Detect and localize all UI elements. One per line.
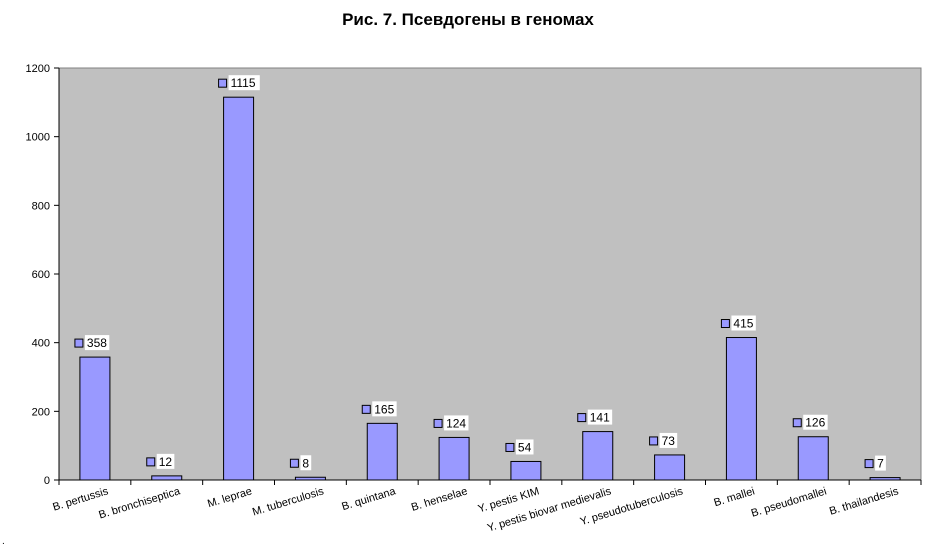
data-label-key — [361, 404, 371, 414]
y-tick-label: 1200 — [26, 63, 50, 75]
data-label: 7 — [877, 457, 884, 471]
plot-area — [58, 67, 922, 481]
data-label: 126 — [805, 416, 825, 430]
data-label: 73 — [662, 434, 676, 448]
data-label-background — [156, 453, 175, 469]
data-label-background — [875, 455, 886, 471]
bar — [438, 436, 470, 481]
data-label-background — [372, 401, 397, 417]
data-label: 415 — [733, 317, 753, 331]
data-label: 165 — [374, 402, 394, 416]
data-label: 12 — [159, 455, 173, 469]
y-tick-label: 200 — [32, 406, 50, 418]
data-label-background — [587, 409, 613, 425]
footnote-mark: . — [2, 536, 5, 547]
bars-group — [79, 96, 901, 481]
data-label-key — [864, 459, 874, 469]
data-label-key — [649, 436, 659, 446]
data-label-background — [300, 455, 312, 471]
bar — [510, 460, 542, 481]
data-label-key — [146, 457, 156, 467]
data-label-background — [84, 335, 110, 351]
x-category-label: B. mallei — [712, 485, 756, 509]
x-category-label: Y. pestis biovar medievalis — [486, 485, 613, 534]
data-label-key — [289, 458, 299, 468]
data-label-key — [74, 338, 84, 348]
x-category-label: M. leprae — [206, 485, 253, 510]
chart-title: Рис. 7. Псевдогены в геномах — [342, 10, 594, 29]
data-label-background — [803, 414, 828, 430]
y-tick-label: 600 — [32, 269, 50, 281]
data-label: 124 — [446, 416, 466, 430]
data-label-key — [792, 418, 802, 428]
data-label-background — [515, 439, 534, 455]
x-category-label: B. quintana — [340, 485, 398, 513]
data-label: 141 — [590, 411, 610, 425]
bar — [223, 96, 255, 481]
data-label: 54 — [518, 440, 532, 454]
data-label-key — [577, 413, 587, 423]
data-label: 1115 — [231, 76, 256, 90]
x-category-label: B. henselae — [410, 485, 469, 513]
y-axis: 0 200 400 600 800 1000 1200 — [26, 63, 60, 487]
y-tick-label: 0 — [44, 475, 50, 487]
data-label-background — [659, 432, 678, 448]
bar — [366, 422, 398, 481]
bar — [797, 436, 829, 481]
y-tick-label: 400 — [32, 338, 50, 350]
bar — [654, 454, 686, 481]
x-category-label: M. tuberculosis — [251, 485, 326, 518]
data-label-key — [433, 418, 443, 428]
data-label-key — [505, 442, 515, 452]
bar — [725, 337, 757, 481]
data-labels-group: 358 12 1115 8 165 124 54 141 73 415 126 7 — [74, 75, 886, 471]
x-category-label: B. thailandesis — [828, 485, 900, 518]
data-label: 358 — [87, 336, 107, 350]
data-label-key — [720, 319, 730, 329]
data-label-background — [731, 315, 756, 331]
data-label-background — [444, 415, 469, 431]
bar — [79, 356, 111, 481]
data-label-background — [228, 75, 260, 91]
data-label-key — [218, 78, 228, 88]
x-category-label: B. bronchiseptica — [97, 485, 182, 521]
bar — [582, 431, 614, 481]
bar — [151, 475, 183, 481]
data-label: 8 — [302, 456, 309, 470]
y-tick-label: 800 — [32, 200, 50, 212]
y-tick-label: 1000 — [26, 132, 50, 144]
x-category-label: B. pseudomallei — [750, 485, 828, 519]
